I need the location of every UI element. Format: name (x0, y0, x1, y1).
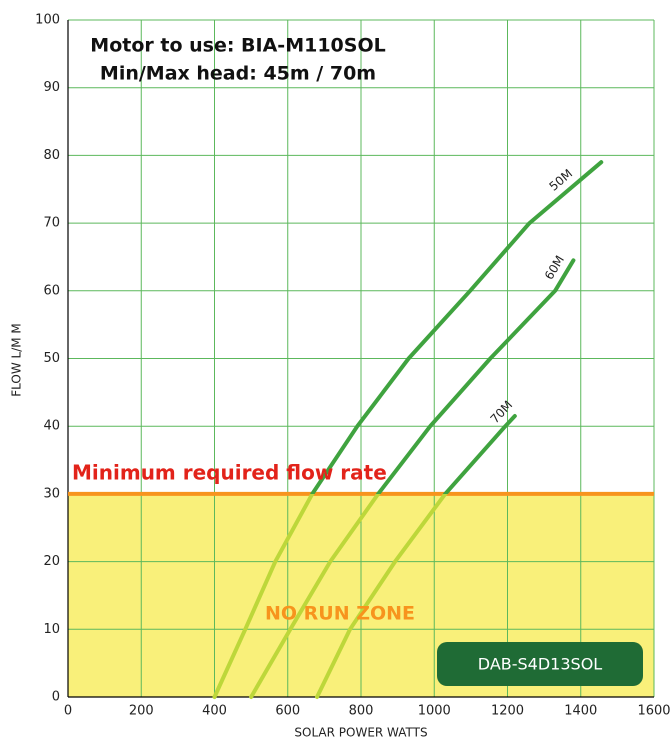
x-tick-label: 200 (129, 704, 154, 719)
threshold-label: Minimum required flow rate (72, 460, 387, 484)
y-tick-label: 100 (35, 13, 60, 28)
x-tick-label: 1400 (564, 704, 597, 719)
x-axis-title: SOLAR POWER WATTS (294, 726, 427, 740)
y-tick-label: 60 (43, 283, 60, 298)
y-tick-label: 30 (43, 486, 60, 501)
x-tick-label: 600 (275, 704, 300, 719)
x-tick-label: 0 (64, 704, 72, 719)
y-tick-label: 50 (43, 351, 60, 366)
x-tick-label: 400 (202, 704, 227, 719)
model-box (437, 642, 643, 686)
y-axis-title: FLOW L/M M (10, 323, 24, 397)
curve (249, 258, 576, 699)
x-tick-label: 800 (349, 704, 374, 719)
model-label: DAB-S4D13SOL (478, 655, 603, 674)
curve (212, 160, 604, 699)
x-tick-label: 1600 (637, 704, 670, 719)
y-tick-label: 10 (43, 622, 60, 637)
y-tick-label: 40 (43, 419, 60, 434)
y-tick-label: 90 (43, 80, 60, 95)
chart-subtitle: Min/Max head: 45m / 70m (100, 63, 376, 85)
chart-title: Motor to use: BIA-M110SOL (90, 35, 385, 57)
y-tick-label: 20 (43, 554, 60, 569)
y-tick-label: 80 (43, 148, 60, 163)
y-tick-label: 0 (52, 690, 60, 705)
x-tick-label: 1000 (418, 704, 451, 719)
curve (315, 414, 517, 699)
x-tick-label: 1200 (491, 704, 524, 719)
zone-label: NO RUN ZONE (265, 603, 415, 625)
y-tick-label: 70 (43, 216, 60, 231)
